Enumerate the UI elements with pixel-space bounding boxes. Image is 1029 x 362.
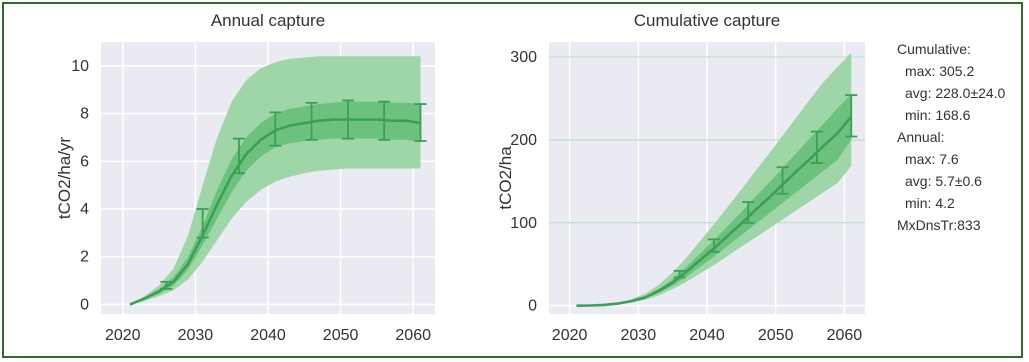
x-tick-label: 2020: [105, 327, 141, 344]
y-axis-label: tCO2/ha/yr: [55, 137, 74, 220]
error-bar: [196, 208, 209, 239]
chart-2: 2020 2030 2040 2050 2060 0 100 200 300 Cumulative…: [496, 11, 865, 344]
y-tick-label: 10: [71, 58, 89, 75]
x-tick-label: 2020: [552, 327, 588, 344]
error-bar: [414, 103, 427, 142]
stats-cumulative-header: Cumulative:: [897, 41, 971, 57]
y-tick-label: 8: [80, 106, 89, 123]
x-tick-label: 2030: [621, 327, 657, 344]
x-tick-label: 2040: [689, 327, 725, 344]
error-bar: [378, 100, 391, 141]
error-bar: [742, 201, 755, 224]
error-bar: [810, 130, 823, 164]
stats-annual-max: max: 7.6: [905, 151, 959, 167]
x-tick-label: 2050: [323, 327, 359, 344]
stats-annual-min: min: 4.2: [905, 195, 955, 211]
stats-cumulative-avg: avg: 228.0±24.0: [905, 85, 1006, 101]
y-tick-label: 0: [80, 296, 89, 313]
x-tick-label: 2050: [758, 327, 794, 344]
x-tick-label: 2030: [178, 327, 214, 344]
chart-title: Annual capture: [211, 11, 325, 30]
x-tick-label: 2060: [395, 327, 431, 344]
error-bar: [232, 137, 245, 175]
x-tick-label: 2040: [250, 327, 286, 344]
y-axis-label: tCO2/ha: [496, 146, 515, 210]
y-tick-label: 6: [80, 153, 89, 170]
stats-density: MxDnsTr:833: [897, 217, 981, 233]
error-bar: [776, 166, 789, 195]
stats-annual-avg: avg: 5.7±0.6: [905, 173, 982, 189]
chart-1: 2020 2030 2040 2050 2060 0 2 4 6 8 10 Annual captur…: [55, 11, 435, 344]
y-tick-label: 100: [510, 215, 537, 232]
stats-cumulative-max: max: 305.2: [905, 63, 975, 79]
stats-panel: Cumulative: max: 305.2 avg: 228.0±24.0 m…: [897, 38, 1025, 236]
error-bar: [673, 269, 686, 279]
error-bar: [341, 99, 354, 140]
chart-title: Cumulative capture: [634, 11, 780, 30]
x-tick-label: 2060: [827, 327, 863, 344]
error-bar: [269, 111, 282, 147]
y-tick-label: 2: [80, 249, 89, 266]
error-bar: [160, 280, 173, 290]
y-tick-label: 200: [510, 132, 537, 149]
error-bar: [305, 101, 318, 141]
y-tick-label: 4: [80, 201, 89, 218]
stats-cumulative-min: min: 168.6: [905, 107, 971, 123]
y-tick-label: 0: [528, 298, 537, 315]
error-bar: [845, 94, 858, 138]
error-bar: [707, 238, 720, 253]
stats-annual-header: Annual:: [897, 129, 945, 145]
y-tick-label: 300: [510, 49, 537, 66]
